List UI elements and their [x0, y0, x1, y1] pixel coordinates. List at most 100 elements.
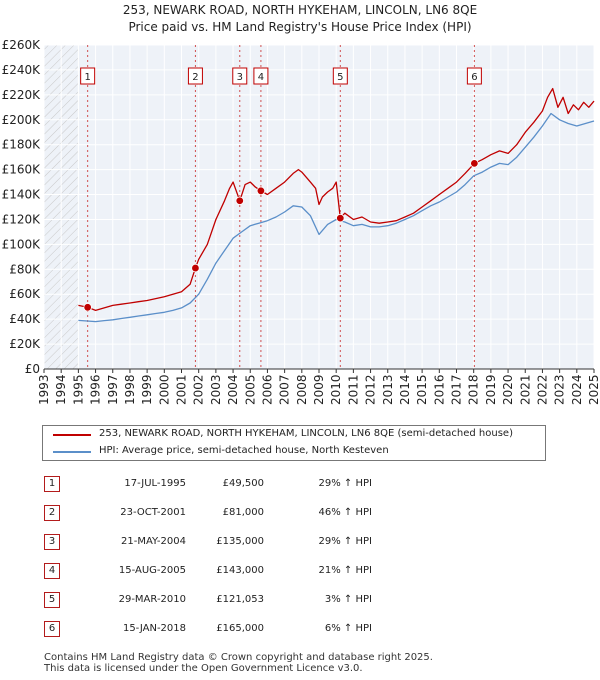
sales-table: 1 17-JUL-1995 £49,500 29% ↑ HPI 2 23-OCT…	[44, 474, 584, 648]
sale-hpi-diff: 6% ↑ HPI	[324, 623, 372, 634]
sale-point	[83, 303, 92, 312]
x-tick-label: 1993	[37, 374, 51, 405]
marker-box	[80, 67, 96, 85]
sale-number-badge: 5	[44, 592, 60, 608]
x-tick-label: 2016	[432, 374, 446, 405]
legend-label-property: 253, NEWARK ROAD, NORTH HYKEHAM, LINCOLN…	[99, 428, 513, 439]
x-tick-label: 2004	[226, 374, 240, 405]
chart-title: 253, NEWARK ROAD, NORTH HYKEHAM, LINCOLN…	[123, 3, 477, 17]
x-tick-label: 2021	[518, 374, 532, 405]
y-tick-label: £100K	[2, 237, 42, 251]
x-tick-label: 2019	[484, 374, 498, 405]
sale-date: 21-MAY-2004	[120, 536, 186, 547]
y-tick-label: £20K	[9, 337, 41, 351]
x-tick-label: 2025	[587, 374, 600, 405]
x-tick-label: 1997	[106, 374, 120, 405]
marker-box	[232, 67, 248, 85]
y-tick-label: £180K	[2, 138, 42, 152]
x-tick-label: 2018	[467, 374, 481, 405]
x-tick-label: 2013	[381, 374, 395, 405]
y-tick-label: £160K	[2, 163, 42, 177]
legend-swatch-blue	[53, 451, 91, 453]
sale-price: £135,000	[216, 536, 264, 547]
marker-box-label: 4	[258, 72, 264, 83]
x-tick-label: 1995	[71, 374, 85, 405]
sale-point	[470, 159, 479, 168]
y-tick-label: £40K	[9, 312, 41, 326]
y-tick-label: £80K	[9, 262, 41, 276]
y-tick-label: £60K	[9, 287, 41, 301]
x-tick-label: 2012	[364, 374, 378, 405]
x-tick-label: 2017	[450, 374, 464, 405]
sale-row: 3 21-MAY-2004 £135,000 29% ↑ HPI	[44, 532, 584, 561]
sale-point	[256, 186, 266, 195]
x-tick-label: 2014	[398, 374, 412, 405]
sale-price: £121,053	[216, 594, 264, 605]
marker-box-label: 1	[84, 72, 90, 83]
legend-entry-property: 253, NEWARK ROAD, NORTH HYKEHAM, LINCOLN…	[43, 427, 545, 443]
x-tick-label: 1999	[140, 374, 154, 405]
x-tick-label: 2023	[553, 374, 567, 405]
sale-price: £143,000	[216, 565, 264, 576]
sale-number-badge: 3	[44, 534, 60, 550]
price-chart: 253, NEWARK ROAD, NORTH HYKEHAM, LINCOLN…	[2, 3, 600, 405]
sale-hpi-diff: 21% ↑ HPI	[318, 565, 372, 576]
y-tick-label: £260K	[2, 38, 42, 52]
x-tick-label: 2015	[415, 374, 429, 405]
y-tick-label: £120K	[2, 212, 42, 226]
x-tick-label: 2020	[501, 374, 515, 405]
x-tick-label: 2006	[260, 374, 274, 405]
sale-row: 1 17-JUL-1995 £49,500 29% ↑ HPI	[44, 474, 584, 503]
x-tick-label: 2007	[278, 374, 292, 405]
y-tick-label: £200K	[2, 113, 42, 127]
marker-box-label: 5	[337, 72, 343, 83]
y-tick-label: £0	[25, 362, 40, 376]
y-tick-label: £220K	[2, 88, 42, 102]
sale-hpi-diff: 29% ↑ HPI	[318, 478, 372, 489]
sale-number-badge: 1	[44, 476, 60, 492]
marker-box	[332, 67, 348, 85]
sale-date: 23-OCT-2001	[120, 507, 186, 518]
sale-date: 15-JAN-2018	[122, 623, 186, 634]
marker-box-label: 6	[471, 72, 477, 83]
sale-point	[235, 196, 244, 205]
sale-price: £165,000	[216, 623, 264, 634]
footer-notice: Contains HM Land Registry data © Crown c…	[44, 652, 433, 674]
x-tick-label: 2024	[570, 374, 584, 405]
y-tick-label: £240K	[2, 63, 42, 77]
marker-box-label: 2	[192, 72, 198, 83]
sale-hpi-diff: 29% ↑ HPI	[318, 536, 372, 547]
marker-box-label: 3	[237, 72, 243, 83]
sale-price: £49,500	[222, 478, 264, 489]
marker-box	[187, 67, 203, 85]
x-tick-label: 1998	[123, 374, 137, 405]
x-tick-label: 2010	[329, 374, 343, 405]
sale-number-badge: 6	[44, 621, 60, 637]
x-tick-label: 2008	[295, 374, 309, 405]
legend-entry-hpi: HPI: Average price, semi-detached house,…	[43, 444, 545, 460]
x-tick-label: 2002	[192, 374, 206, 405]
x-tick-label: 1996	[89, 374, 103, 405]
sale-number-badge: 4	[44, 563, 60, 579]
x-tick-label: 2000	[157, 374, 171, 405]
footer-licence: This data is licensed under the Open Gov…	[44, 663, 363, 674]
x-tick-label: 2005	[243, 374, 257, 405]
sale-point	[336, 213, 345, 223]
sale-price: £81,000	[222, 507, 264, 518]
chart-legend: 253, NEWARK ROAD, NORTH HYKEHAM, LINCOLN…	[42, 425, 546, 461]
marker-box	[466, 67, 482, 85]
property-price-line	[78, 87, 595, 312]
sale-date: 17-JUL-1995	[124, 478, 186, 489]
chart-subtitle: Price paid vs. HM Land Registry's House …	[128, 20, 471, 34]
x-tick-label: 2001	[175, 374, 189, 405]
sale-row: 2 23-OCT-2001 £81,000 46% ↑ HPI	[44, 503, 584, 532]
x-tick-label: 2003	[209, 374, 223, 405]
legend-label-hpi: HPI: Average price, semi-detached house,…	[99, 445, 389, 456]
x-tick-label: 2022	[535, 374, 549, 405]
x-tick-label: 2009	[312, 374, 326, 405]
footer-copyright: Contains HM Land Registry data © Crown c…	[44, 652, 433, 663]
sale-row: 5 29-MAR-2010 £121,053 3% ↑ HPI	[44, 590, 584, 619]
x-tick-label: 2011	[346, 374, 360, 405]
legend-swatch-red	[53, 434, 91, 436]
sale-hpi-diff: 46% ↑ HPI	[318, 507, 372, 518]
